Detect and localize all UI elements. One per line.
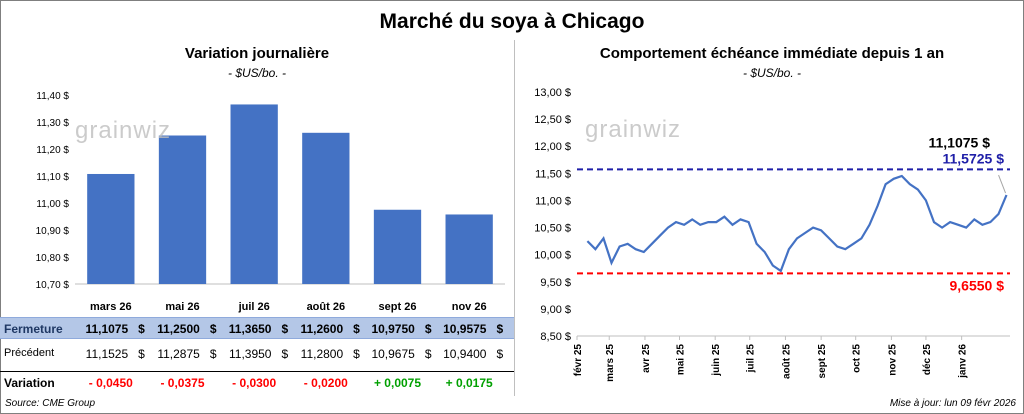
bar-chart-title: Variation journalière [184,45,330,62]
y-tick-label: 12,50 $ [534,114,571,126]
x-tick-label: janv 26 [958,344,969,379]
bar-juil-26 [230,104,278,284]
table-cell-close: 10,9750 $ [371,322,432,336]
x-tick-label: mars 25 [605,344,616,382]
table-cell-prev: 11,3950 $ [228,347,289,361]
y-tick-label: 11,30 $ [36,118,69,129]
category-label: août 26 [306,301,346,313]
y-tick-label: 11,40 $ [36,91,69,102]
y-tick-label: 10,50 $ [534,223,571,235]
x-tick-label: juil 25 [746,344,757,374]
watermark-logo: grainwiz [585,116,681,143]
y-tick-label: 11,20 $ [36,145,69,156]
bar-chart-unit: - $US/bo. - [227,66,287,80]
bar-août-26 [302,132,350,284]
category-label: nov 26 [451,301,487,313]
category-label: sept 26 [378,301,417,313]
x-tick-label: févr 25 [573,344,584,377]
bar-sept-26 [373,209,422,284]
y-tick-label: 8,50 $ [540,331,571,343]
y-tick-label: 11,00 $ [535,195,571,207]
y-tick-label: 9,50 $ [540,277,571,289]
bar-nov-26 [445,214,493,284]
row-label-close: Fermeture [4,322,63,336]
reference-line-label: 9,6550 $ [950,277,1005,293]
update-date: Mise à jour: lun 09 févr 2026 [889,398,1016,409]
y-tick-label: 10,00 $ [534,250,571,262]
y-tick-label: 11,50 $ [535,168,571,180]
table-cell-prev: 10,9400 $ [443,347,504,361]
x-tick-label: déc 25 [922,344,933,376]
table-cell-var: + 0,0075 [373,376,422,390]
row-label-prev: Précédent [4,347,55,359]
table-cell-var: - 0,0300 [232,376,277,390]
reference-line-label: 11,5725 $ [942,150,1004,166]
table-cell-close: 11,2600 $ [300,322,360,336]
table-cell-var: + 0,0175 [445,376,493,390]
x-tick-label: sept 25 [817,344,828,379]
x-tick-label: oct 25 [852,344,863,373]
category-label: mars 26 [90,301,132,313]
source-note: Source: CME Group [5,398,96,409]
table-cell-prev: 11,2800 $ [300,347,360,361]
line-chart-title: Comportement échéance immédiate depuis 1… [599,45,945,62]
y-tick-label: 12,00 $ [534,141,571,153]
x-tick-label: mai 25 [675,344,686,376]
y-tick-label: 10,90 $ [36,226,70,237]
category-label: mai 26 [165,301,200,313]
table-cell-close: 11,3650 $ [228,322,289,336]
bar-chart: 10,70 $ 10,80 $ 10,90 $ 11,00 $ 11,10 $ 11,20… [36,91,505,291]
y-tick-label: 11,00 $ [36,199,69,210]
table-cell-close: 10,9575 $ [443,322,504,336]
x-tick-label: août 25 [781,344,792,379]
line-chart: 8,50 $ 9,00 $ 9,50 $ 10,00 $ 10,50 $ 11,00 $ 1… [534,87,1010,382]
table-row-close: Fermeture 11,1075 $ 11,2500 $ 11,3650 $ 11,… [0,317,514,339]
category-label: juil 26 [238,301,270,313]
y-tick-label: 10,70 $ [36,280,70,291]
last-value-leader [998,174,1007,194]
price-series-line [586,174,1008,273]
table-row-prev: Précédent 11,1525 $ 11,2875 $ 11,3950 $ 11,… [0,343,514,365]
table-cell-prev: 11,2875 $ [157,347,217,361]
last-value-label: 11,1075 $ [928,134,990,150]
y-tick-label: 10,80 $ [36,253,70,264]
x-tick-label: avr 25 [641,344,652,373]
table-cell-prev: 10,9675 $ [371,347,432,361]
line-chart-unit: - $US/bo. - [742,66,802,80]
y-tick-label: 13,00 $ [534,87,571,99]
x-tick-label: nov 25 [887,344,898,376]
table-cell-prev: 11,1525 $ [85,347,145,361]
row-label-var: Variation [4,376,55,390]
table-cell-close: 11,1075 $ [85,322,145,336]
table-cell-var: - 0,0200 [303,376,348,390]
y-tick-label: 9,00 $ [540,304,571,316]
main-title: Marché du soya à Chicago [379,10,645,33]
table-cell-close: 11,2500 $ [157,322,217,336]
watermark-logo: grainwiz [75,117,171,144]
table-cell-var: - 0,0375 [160,376,205,390]
table-cell-var: - 0,0450 [88,376,133,390]
x-tick-label: juin 25 [711,344,722,377]
table-row-var: Variation - 0,0450 - 0,0375 - 0,0300 - 0,02… [0,371,514,393]
panel-divider [514,40,515,396]
y-tick-label: 11,10 $ [36,172,69,183]
bar-mars-26 [87,173,135,284]
bar-mai-26 [158,135,207,284]
